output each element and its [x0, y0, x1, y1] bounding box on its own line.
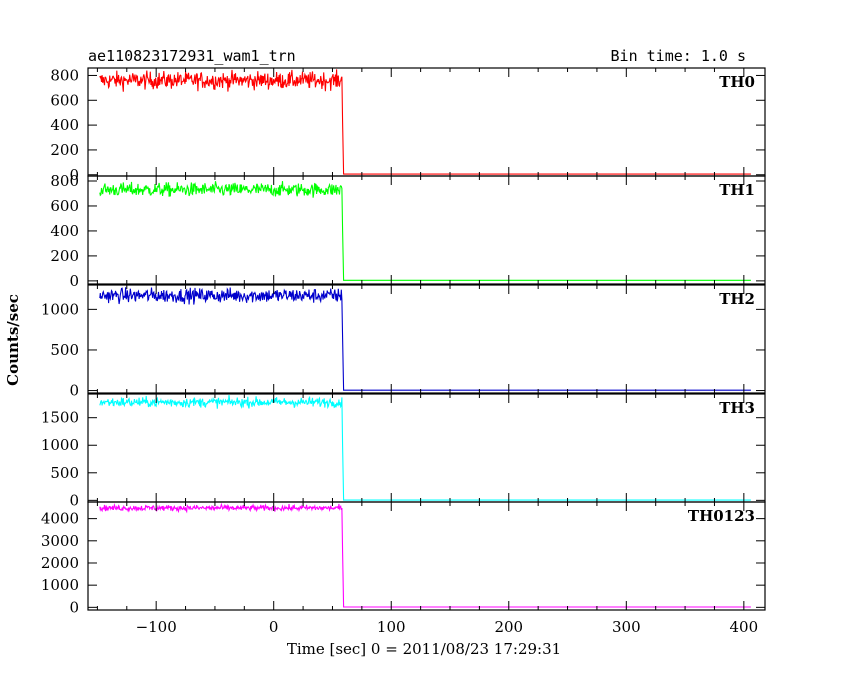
- x-tick-label: 0: [269, 618, 279, 636]
- y-tick-label: 800: [50, 172, 79, 190]
- x-tick-label: −100: [136, 618, 177, 636]
- panel-label-th1: TH1: [719, 181, 755, 199]
- series-line-th0123: [99, 502, 751, 608]
- x-tick-label: 100: [377, 618, 406, 636]
- y-tick-label: 600: [50, 91, 79, 109]
- y-tick-label: 4000: [41, 510, 79, 528]
- y-tick-label: 0: [69, 598, 79, 616]
- panel-frame-th0: [87, 67, 766, 177]
- y-tick-label: 0: [69, 272, 79, 290]
- panel-frame-th3: [87, 393, 766, 503]
- y-tick-label: 800: [50, 66, 79, 84]
- y-tick-label: 1000: [41, 576, 79, 594]
- series-line-th3: [99, 395, 751, 501]
- bin-time-label: Bin time: 1.0 s: [611, 47, 746, 65]
- x-tick-label: 300: [612, 618, 641, 636]
- y-tick-label: 200: [50, 141, 79, 159]
- panel-label-th0123: TH0123: [688, 507, 755, 525]
- panel-label-th2: TH2: [719, 290, 755, 308]
- y-axis-label: Counts/sec: [4, 294, 22, 386]
- y-tick-label: 0: [69, 166, 79, 184]
- panel-label-th0: TH0: [719, 73, 755, 91]
- y-tick-label: 200: [50, 247, 79, 265]
- x-axis-label: Time [sec] 0 = 2011/08/23 17:29:31: [287, 640, 561, 658]
- x-tick-label: 400: [730, 618, 759, 636]
- y-tick-label: 500: [50, 341, 79, 359]
- y-tick-label: 1000: [41, 436, 79, 454]
- y-tick-label: 1500: [41, 409, 79, 427]
- series-line-th2: [99, 287, 751, 391]
- panel-label-th3: TH3: [719, 399, 755, 417]
- y-tick-label: 400: [50, 222, 79, 240]
- y-tick-label: 600: [50, 197, 79, 215]
- y-tick-label: 3000: [41, 532, 79, 550]
- y-tick-label: 2000: [41, 554, 79, 572]
- y-tick-label: 500: [50, 464, 79, 482]
- panel-frame-th0123: [87, 501, 766, 611]
- y-tick-label: 1000: [41, 300, 79, 318]
- y-tick-label: 0: [69, 382, 79, 400]
- panel-frame-th2: [87, 284, 766, 394]
- y-tick-label: 400: [50, 116, 79, 134]
- panel-frame-th1: [87, 175, 766, 285]
- y-tick-label: 0: [69, 491, 79, 509]
- series-line-th0: [99, 69, 751, 175]
- x-tick-label: 200: [494, 618, 523, 636]
- series-line-th1: [99, 181, 751, 281]
- chart-title: ae110823172931_wam1_trn: [88, 47, 296, 65]
